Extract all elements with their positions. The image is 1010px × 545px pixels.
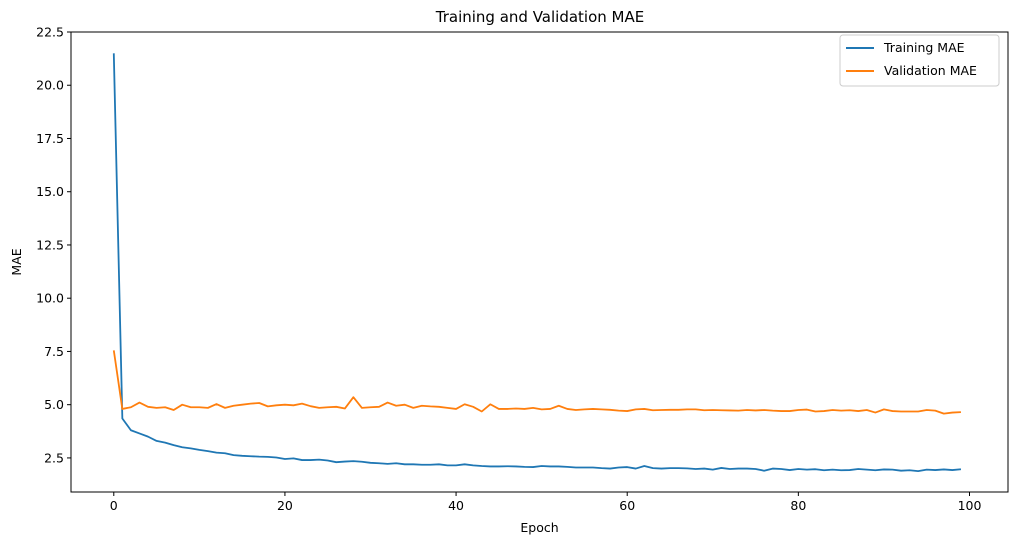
legend-frame [839, 34, 1000, 87]
legend: Training MAE Validation MAE [839, 34, 1000, 87]
y-tick-label: 20.0 [36, 78, 64, 93]
x-tick-label: 40 [448, 498, 464, 513]
y-axis-title: MAE [9, 248, 24, 275]
x-tick-label: 60 [619, 498, 635, 513]
y-tick-label: 12.5 [36, 237, 64, 252]
y-tick-label: 10.0 [36, 291, 64, 306]
x-tick-label: 80 [790, 498, 806, 513]
x-tick-label: 0 [110, 498, 118, 513]
series-line-validation [112, 350, 961, 415]
y-tick-label: 7.5 [44, 344, 64, 359]
plot-frame [70, 31, 1009, 493]
y-tick-label: 2.5 [44, 450, 64, 465]
x-tick-label: 20 [277, 498, 293, 513]
chart-title: Training and Validation MAE [435, 8, 644, 26]
series-line-training [112, 53, 962, 473]
x-tick-label: 100 [958, 498, 982, 513]
legend-label-validation: Validation MAE [884, 63, 977, 78]
y-tick-label: 15.0 [36, 184, 64, 199]
y-tick-label: 17.5 [36, 131, 64, 146]
y-tick-label: 22.5 [36, 25, 64, 40]
legend-label-training: Training MAE [883, 40, 965, 55]
x-axis-title: Epoch [520, 520, 558, 535]
y-tick-label: 5.0 [44, 397, 64, 412]
